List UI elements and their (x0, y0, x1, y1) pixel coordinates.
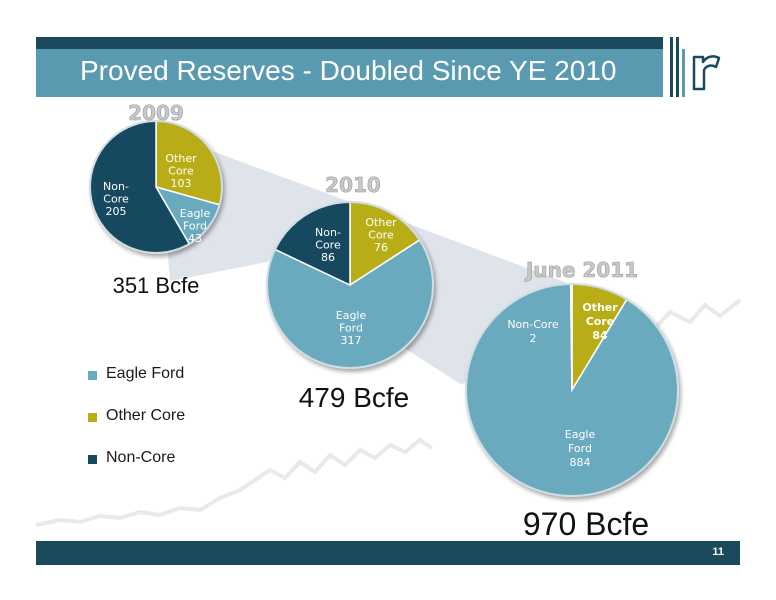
legend-label: Eagle Ford (106, 365, 185, 382)
slice-label-non-core: Non-Core 2 (507, 318, 559, 345)
slice-label-eagle-ford: Eagle Ford 43 (180, 207, 211, 245)
footer-bar: 11 (36, 541, 740, 565)
pie-title: 2010 (325, 173, 381, 197)
slice-label-other-core: Other Core 84 (582, 301, 618, 342)
slice-label-eagle-ford: Eagle Ford 884 (565, 428, 596, 469)
pie-chart-june-2011: June 2011 Other Core 84 Eagle Ford 884 Non-Core… (465, 258, 679, 542)
legend-swatch-other-core (88, 413, 97, 422)
slice-label-other-core: Other Core 76 (365, 216, 397, 254)
legend-swatch-eagle-ford (88, 371, 97, 380)
legend-swatch-non-core (88, 455, 97, 464)
legend-label: Non-Core (106, 449, 176, 466)
slice-label-other-core: Other Core 103 (165, 152, 197, 190)
pie-total-label: 479 Bcfe (299, 382, 410, 413)
pie-chart-2010: 2010 Other Core 76 Eagle Ford 317 Non-Core 86 479… (266, 173, 434, 413)
slice-label-non-core: Non-Core 86 (315, 226, 341, 264)
pie-slices (266, 201, 434, 369)
pie-title: June 2011 (524, 258, 638, 282)
pie-rim (266, 201, 434, 369)
title-bar: Proved Reserves - Doubled Since YE 2010 (36, 37, 663, 97)
slice-label-eagle-ford: Eagle Ford 317 (336, 309, 367, 347)
pie-total-label: 970 Bcfe (523, 506, 649, 542)
slice-label-non-core: Non-Core 205 (103, 180, 129, 218)
pie-rim (89, 120, 223, 254)
legend-label: Other Core (106, 407, 186, 424)
r-logo-icon (670, 37, 740, 97)
page-number: 11 (712, 546, 724, 558)
title-band (36, 49, 663, 97)
pie-rim (465, 283, 679, 497)
page-title: Proved Reserves - Doubled Since YE 2010 (80, 55, 617, 86)
pie-total-label: 351 Bcfe (113, 273, 200, 298)
title-dark-strip (36, 37, 663, 49)
